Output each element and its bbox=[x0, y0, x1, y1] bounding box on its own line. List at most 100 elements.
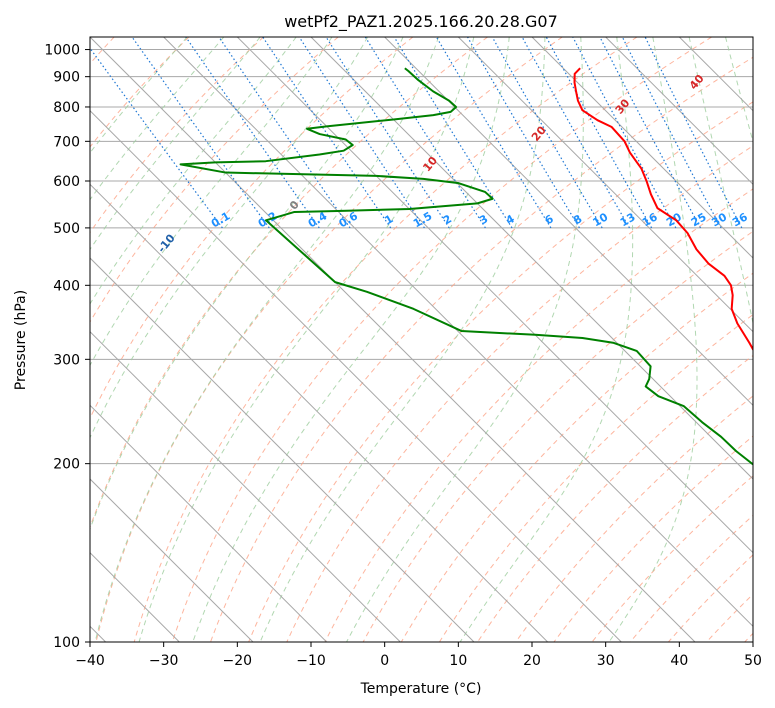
isotherm-line bbox=[310, 37, 753, 480]
y-tick-label: 500 bbox=[53, 221, 80, 237]
moist-adiabat-line bbox=[259, 37, 546, 642]
mixing-ratio-line bbox=[393, 37, 513, 229]
mixing-ratio-line bbox=[491, 37, 603, 229]
moist-adiabat-line bbox=[90, 37, 261, 251]
adiabat-label: 0 bbox=[287, 198, 302, 212]
x-tick-label: 30 bbox=[597, 653, 615, 669]
adiabat-label: 40 bbox=[687, 72, 707, 92]
adiabat-label: 20 bbox=[529, 123, 549, 143]
dry-adiabat-line bbox=[90, 37, 264, 234]
moist-adiabat-line bbox=[94, 37, 439, 642]
isotherm-line bbox=[90, 37, 696, 642]
isotherm-line bbox=[90, 257, 475, 642]
dry-adiabat-line bbox=[210, 56, 753, 642]
mixing-ratio-label: 25 bbox=[689, 210, 709, 229]
mixing-ratio-line bbox=[298, 37, 425, 229]
mixing-ratio-line bbox=[572, 37, 677, 229]
mixing-ratio-label: 1.5 bbox=[411, 209, 434, 230]
isotherm-line bbox=[752, 37, 753, 38]
dry-adiabat-line bbox=[133, 37, 638, 642]
moist-adiabat-line bbox=[90, 37, 369, 439]
mixing-ratio-line bbox=[644, 37, 743, 229]
chart-title: wetPf2_PAZ1.2025.166.20.28.G07 bbox=[284, 12, 558, 32]
plot-frame bbox=[89, 36, 754, 643]
dry-adiabat-line bbox=[248, 101, 753, 642]
y-tick-label: 100 bbox=[53, 635, 80, 651]
isotherm-line bbox=[90, 404, 328, 642]
moist-adiabat-line bbox=[608, 37, 698, 642]
mixing-ratio-label: 6 bbox=[543, 212, 556, 227]
x-tick-label: −20 bbox=[223, 653, 253, 669]
dewpoint-line bbox=[179, 67, 753, 466]
mixing-ratio-label: 0.1 bbox=[209, 209, 232, 230]
mixing-ratio-line bbox=[131, 37, 270, 229]
y-tick-label: 900 bbox=[53, 70, 80, 86]
dry-adiabat-line bbox=[668, 554, 753, 642]
dry-adiabat-line bbox=[400, 272, 753, 642]
adiabat-label: -10 bbox=[155, 231, 178, 255]
dry-adiabat-line bbox=[90, 37, 190, 148]
x-tick-label: 40 bbox=[670, 653, 688, 669]
dry-adiabat-line bbox=[706, 593, 753, 642]
x-axis: −40 −30 −20 −10 0 10 20 30 40 50 bbox=[75, 642, 762, 669]
x-tick-label: 0 bbox=[380, 653, 389, 669]
mixing-ratio-label: 0.6 bbox=[337, 209, 361, 230]
isotherm-line bbox=[605, 37, 753, 186]
mixing-ratio-line bbox=[521, 37, 631, 229]
isotherm-line bbox=[163, 37, 753, 628]
isotherm-line bbox=[90, 478, 254, 642]
adiabat-label: 30 bbox=[613, 96, 633, 116]
x-tick-label: 20 bbox=[523, 653, 541, 669]
plot-area: 0.10.20.40.611.52346810131620253036-100-… bbox=[90, 37, 753, 642]
isotherm-line bbox=[384, 37, 753, 407]
dry-adiabat-line bbox=[515, 395, 753, 642]
dry-adiabat-line bbox=[324, 188, 753, 642]
x-axis-label: Temperature (°C) bbox=[360, 681, 482, 697]
isotherm-line bbox=[90, 109, 622, 642]
y-tick-label: 300 bbox=[53, 352, 80, 368]
x-tick-label: −10 bbox=[296, 653, 326, 669]
mixing-ratio-line bbox=[599, 37, 702, 229]
dry-adiabat-line bbox=[95, 37, 563, 642]
x-tick-label: −40 bbox=[75, 653, 105, 669]
y-tick-label: 600 bbox=[53, 174, 80, 190]
y-tick-label: 700 bbox=[53, 134, 80, 150]
mixing-ratio-line bbox=[218, 37, 351, 229]
mixing-ratio-label: 36 bbox=[730, 210, 750, 229]
mixing-ratio-line bbox=[364, 37, 486, 229]
x-tick-label: 50 bbox=[744, 653, 762, 669]
dry-adiabat-line bbox=[286, 145, 753, 642]
x-tick-label: 10 bbox=[449, 653, 467, 669]
x-tick-label: −30 bbox=[149, 653, 179, 669]
isotherm-line bbox=[90, 183, 549, 642]
moist-adiabat-line bbox=[725, 37, 753, 144]
y-axis: 1000 900 800 700 600 500 400 300 200 100 bbox=[44, 43, 90, 651]
mixing-ratio-line bbox=[90, 47, 223, 229]
isotherm-line bbox=[90, 330, 401, 642]
adiabat-label: 10 bbox=[420, 154, 440, 174]
mixing-ratio-label: 30 bbox=[709, 210, 729, 229]
isotherm-line bbox=[678, 37, 753, 112]
y-tick-label: 400 bbox=[53, 278, 80, 294]
y-tick-label: 200 bbox=[53, 457, 80, 473]
mixing-ratio-label: 1 bbox=[382, 212, 395, 227]
mixing-ratio-line bbox=[325, 37, 450, 229]
dry-adiabat-line bbox=[90, 37, 414, 420]
isotherm-line bbox=[457, 37, 753, 333]
dry-adiabat-line bbox=[90, 37, 488, 529]
y-tick-label: 1000 bbox=[44, 43, 80, 59]
mixing-ratio-line bbox=[262, 37, 392, 229]
mixing-ratio-line bbox=[621, 37, 722, 229]
temperature-line bbox=[573, 67, 753, 352]
dry-adiabat-line bbox=[90, 37, 339, 323]
isotherm-line bbox=[531, 37, 753, 259]
moist-adiabat-line bbox=[192, 37, 510, 642]
y-tick-label: 800 bbox=[53, 100, 80, 116]
moist-adiabat-line bbox=[90, 37, 225, 201]
dry-adiabat-line bbox=[439, 313, 753, 642]
y-axis-label: Pressure (hPa) bbox=[13, 290, 29, 390]
mixing-ratio-line bbox=[185, 37, 320, 229]
moist-adiabat-line bbox=[346, 37, 584, 642]
moist-adiabat-line bbox=[90, 37, 333, 367]
